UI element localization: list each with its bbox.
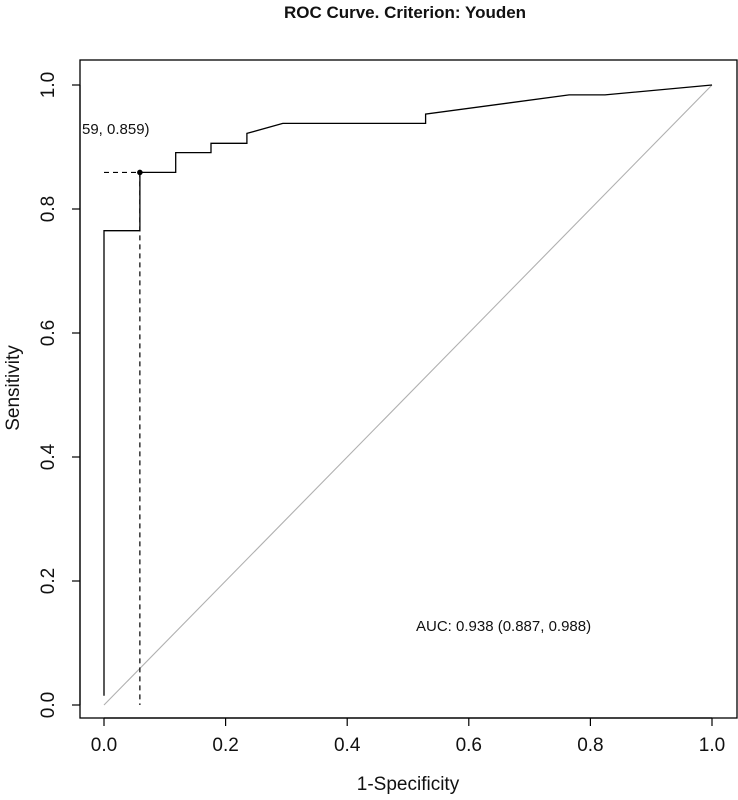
x-axis-label: 1-Specificity — [357, 774, 460, 795]
y-tick-label: 0.6 — [38, 320, 59, 346]
y-tick-label: 0.8 — [38, 196, 59, 222]
y-tick-label: 0.4 — [38, 443, 59, 470]
chart-title: ROC Curve. Criterion: Youden — [284, 3, 526, 22]
x-axis: 0.0 0.2 0.4 0.6 0.8 1.0 — [91, 717, 725, 756]
y-tick-label: 1.0 — [38, 72, 59, 98]
y-tick-label: 0.0 — [38, 692, 59, 718]
reference-diagonal-line — [103, 84, 713, 706]
reference-diagonal-layer — [103, 84, 713, 706]
cutoff-lines-layer — [104, 171, 141, 705]
optimal-point-marker — [137, 169, 143, 176]
y-axis: 0.0 0.2 0.4 0.6 0.8 1.0 — [38, 72, 81, 718]
optimal-point-label: 59, 0.859) — [82, 121, 150, 138]
auc-annotation: AUC: 0.938 (0.887, 0.988) — [416, 618, 591, 635]
series-layer — [103, 84, 713, 696]
x-tick-label: 0.4 — [334, 735, 361, 756]
x-tick-label: 0.8 — [577, 735, 603, 756]
x-tick-label: 0.2 — [212, 735, 238, 756]
y-axis-label: Sensitivity — [3, 345, 24, 431]
x-tick-label: 0.6 — [456, 735, 482, 756]
plot-frame — [79, 59, 738, 719]
x-tick-label: 0.0 — [91, 735, 117, 756]
roc-curve-line — [103, 84, 713, 696]
y-tick-label: 0.2 — [38, 568, 59, 594]
x-tick-label: 1.0 — [699, 735, 725, 756]
